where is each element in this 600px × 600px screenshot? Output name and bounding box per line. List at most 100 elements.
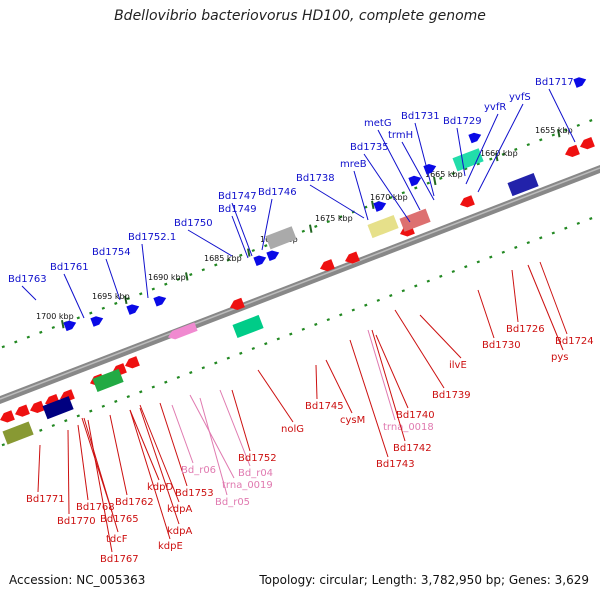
kbp-label: 1670 kbp	[370, 193, 408, 202]
bottom-label-leader	[527, 264, 564, 351]
top-label-leader	[377, 129, 421, 211]
inner-tick-dot	[439, 274, 443, 278]
outer-tick-dot	[151, 287, 155, 291]
forward-gene-arrow	[153, 295, 167, 307]
bottom-gene-label: Bd1765	[100, 514, 139, 525]
inner-tick-dot	[526, 241, 530, 245]
bottom-gene-label: Bd1752	[238, 453, 277, 464]
bottom-label-leader	[87, 419, 113, 553]
outer-tick-dot	[126, 297, 130, 301]
bottom-label-leader	[109, 414, 128, 496]
forward-gene-arrow	[63, 320, 77, 332]
top-gene-label: Bd1752.1	[128, 232, 176, 243]
reverse-gene-arrow	[230, 297, 245, 310]
inner-tick-dot	[489, 255, 493, 259]
inner-tick-dot	[39, 428, 43, 432]
gene-feature-box	[367, 214, 399, 239]
inner-tick-dot	[164, 380, 168, 384]
gene-feature-box	[399, 208, 431, 232]
top-gene-label: Bd1763	[8, 274, 47, 285]
reverse-gene-arrow	[30, 400, 45, 413]
bottom-label-leader	[129, 409, 160, 481]
top-label-leader	[309, 184, 365, 219]
inner-tick-dot	[551, 231, 555, 235]
bottom-label-leader	[171, 404, 194, 464]
top-label-leader	[548, 88, 576, 143]
inner-tick-dot	[101, 404, 105, 408]
bottom-label-leader	[375, 334, 409, 409]
outer-tick-dot	[139, 292, 143, 296]
kbp-label: 1665 kbp	[425, 170, 463, 179]
reverse-gene-arrow-shape	[580, 137, 595, 150]
outer-tick-dot	[201, 268, 205, 272]
inner-tick-dot	[576, 221, 580, 225]
reverse-gene-arrow	[15, 404, 30, 417]
bottom-label-leader	[81, 417, 113, 513]
top-label-leader	[465, 113, 499, 185]
top-label-leader	[21, 285, 37, 301]
top-label-leader	[363, 153, 411, 223]
forward-gene-arrow	[468, 132, 482, 144]
accession-text: Accession: NC_005363	[9, 573, 146, 587]
forward-gene-arrow	[408, 175, 422, 187]
bottom-gene-label: Bd1753	[175, 488, 214, 499]
outer-tick-dot	[51, 325, 55, 330]
bottom-gene-label: Bd_r05	[215, 497, 250, 508]
inner-tick-dot	[114, 399, 118, 403]
outer-tick-dot	[101, 306, 105, 310]
genome-backbone	[0, 165, 600, 404]
forward-gene-arrow-shape	[468, 132, 482, 144]
inner-tick-dot	[564, 226, 568, 230]
reverse-gene-arrow	[0, 410, 15, 423]
bottom-label-leader	[257, 369, 294, 423]
bottom-gene-label: Bd1730	[482, 340, 521, 351]
outer-tick-dot	[451, 171, 455, 176]
outer-tick-dot	[176, 277, 180, 281]
bottom-gene-label: ilvE	[449, 360, 467, 371]
inner-tick-dot	[214, 361, 218, 365]
top-gene-label: Bd1747	[218, 191, 257, 202]
bottom-label-leader	[477, 289, 495, 339]
outer-tick-dot	[464, 167, 468, 171]
bottom-gene-label: pys	[551, 352, 568, 363]
forward-gene-arrow-shape	[126, 304, 140, 315]
inner-tick-dot	[339, 313, 343, 317]
outer-tick-dot	[389, 196, 393, 200]
top-label-leader	[401, 141, 435, 201]
bottom-label-leader	[371, 329, 406, 442]
inner-tick-dot	[476, 260, 480, 264]
outer-tick-dot	[89, 311, 93, 315]
inner-tick-dot	[364, 303, 368, 307]
reverse-gene-arrow-shape	[460, 195, 475, 208]
rna-feature-arrow	[168, 322, 198, 340]
bottom-gene-label: nolG	[281, 424, 304, 435]
inner-tick-dot	[139, 390, 143, 394]
gene-feature-box	[2, 421, 34, 445]
inner-tick-dot	[389, 294, 393, 298]
outer-tick-dot	[164, 282, 168, 286]
forward-gene-arrow-shape	[153, 295, 167, 307]
inner-tick-dot	[1, 443, 5, 447]
bottom-gene-label: Bd1726	[506, 324, 545, 335]
kbp-tick	[247, 248, 251, 257]
bottom-gene-label: Bd1767	[100, 554, 139, 565]
inner-tick-dot	[426, 279, 430, 283]
inner-tick-dot	[76, 414, 80, 418]
bottom-label-leader	[159, 402, 188, 487]
forward-gene-arrow-shape	[573, 77, 587, 88]
top-gene-label: Bd1750	[174, 218, 213, 229]
genome-backbone-highlight	[0, 167, 600, 400]
reverse-gene-arrow-shape	[30, 400, 45, 413]
top-label-leader	[414, 122, 435, 197]
outer-tick-dot	[589, 119, 593, 123]
bottom-label-leader	[83, 417, 119, 533]
bottom-gene-label: Bd1740	[396, 410, 435, 421]
outer-tick-dot	[401, 191, 405, 195]
inner-tick-dot	[464, 265, 468, 269]
bottom-gene-label: cysM	[340, 415, 365, 426]
outer-tick-dot	[564, 128, 568, 132]
outer-tick-dot	[339, 215, 343, 219]
top-label-leader	[231, 215, 249, 259]
